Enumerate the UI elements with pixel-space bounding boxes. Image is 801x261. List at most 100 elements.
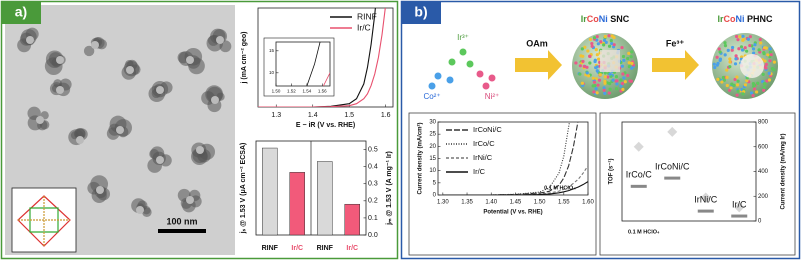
y2-tick-label: 0.5 xyxy=(368,146,378,153)
y2-tick-label: 0.3 xyxy=(368,181,378,188)
y2-axis-label: Current density (mA/mg Ir) xyxy=(781,133,787,209)
atom xyxy=(734,54,738,58)
atom xyxy=(762,46,767,50)
atom xyxy=(748,35,753,39)
cutaway xyxy=(600,50,620,72)
atom xyxy=(585,65,589,69)
x-tick-label: 1.56 xyxy=(318,89,327,94)
atom xyxy=(585,71,589,75)
atom xyxy=(603,75,607,79)
atom xyxy=(595,65,599,69)
x-tick-label: 1.54 xyxy=(302,89,311,94)
atom xyxy=(720,80,724,84)
atom xyxy=(734,57,738,61)
title-part: Ni xyxy=(599,14,608,24)
atom xyxy=(718,57,723,61)
atom xyxy=(602,88,606,92)
x-tick-label: RINF xyxy=(317,245,334,252)
atom xyxy=(593,84,597,88)
atom xyxy=(725,83,729,88)
atom xyxy=(718,50,722,54)
panel-label: b) xyxy=(414,4,427,20)
atom xyxy=(593,59,597,64)
atom xyxy=(741,92,745,96)
atom xyxy=(735,83,740,87)
atom xyxy=(607,34,611,38)
atom xyxy=(759,41,763,45)
x-axis-label: E − iR (V vs. RHE) xyxy=(296,122,355,129)
x-tick-label: 1.30 xyxy=(437,200,449,206)
atom xyxy=(723,41,727,45)
atom xyxy=(739,45,744,49)
title-part: Ni xyxy=(736,14,745,24)
atom xyxy=(768,59,772,63)
legend-label: Ir/C xyxy=(473,167,486,176)
atom xyxy=(745,49,749,53)
arrow xyxy=(515,50,562,80)
particle-core xyxy=(116,126,124,134)
atom xyxy=(596,57,601,61)
title-part: Ir xyxy=(717,14,724,24)
atom xyxy=(591,76,595,80)
x-tick-label: 1.50 xyxy=(534,200,546,206)
y2-tick-label: 0.2 xyxy=(368,198,378,205)
atom xyxy=(742,37,746,41)
bar xyxy=(317,161,333,236)
atom xyxy=(740,48,745,52)
atom xyxy=(752,83,757,87)
particle-core xyxy=(26,36,34,44)
atom xyxy=(715,55,719,59)
x-tick-label: 1.52 xyxy=(287,89,296,94)
atom xyxy=(626,56,630,61)
y-tick-label: 5 xyxy=(433,180,437,186)
atom xyxy=(586,74,591,78)
atom xyxy=(626,73,630,78)
atom xyxy=(736,89,740,93)
ion-label: Co²⁺ xyxy=(423,92,440,101)
y2-tick-label: 600 xyxy=(758,144,769,150)
y-tick-label: 15 xyxy=(429,156,436,162)
atom xyxy=(758,37,762,42)
atom xyxy=(590,44,594,48)
atom xyxy=(753,43,757,47)
atom xyxy=(735,75,739,79)
atom xyxy=(769,53,773,57)
y2-tick-label: 0.1 xyxy=(368,215,378,222)
atom xyxy=(737,47,741,51)
atom xyxy=(746,37,750,41)
atom xyxy=(730,45,735,50)
atom xyxy=(599,40,603,44)
x-tick-label: 1.55 xyxy=(558,200,570,206)
step-label: Fe³⁺ xyxy=(666,38,685,48)
atom xyxy=(583,45,587,49)
atom xyxy=(603,34,607,39)
y2-tick-label: 200 xyxy=(758,194,769,200)
y2-tick-label: 0.4 xyxy=(368,163,378,170)
atom xyxy=(595,91,599,95)
hollow xyxy=(740,54,764,78)
ions xyxy=(428,48,496,90)
atom xyxy=(623,80,627,84)
particle-core xyxy=(196,146,204,154)
panel-a-tag xyxy=(1,1,41,24)
y-axis-label: jₛ @ 1.53 V (μA cm⁻² ECSA) xyxy=(240,143,247,235)
atom xyxy=(727,88,732,92)
atom xyxy=(608,82,612,86)
atom xyxy=(748,43,752,48)
particle-core xyxy=(76,136,84,144)
atom xyxy=(580,81,584,85)
atom xyxy=(611,78,615,82)
atom xyxy=(629,79,633,83)
atom xyxy=(603,91,607,96)
diamond xyxy=(734,202,745,213)
atom xyxy=(736,79,740,83)
atom xyxy=(768,50,773,54)
category-label: IrNi/C xyxy=(694,194,717,204)
x-axis-label: Potential (V vs. RHE) xyxy=(483,210,542,216)
atom xyxy=(579,54,583,58)
particle-core xyxy=(56,56,64,64)
particle xyxy=(184,47,203,66)
atom xyxy=(595,35,599,39)
y-tick-label: 25 xyxy=(429,132,436,138)
bar xyxy=(289,172,305,236)
